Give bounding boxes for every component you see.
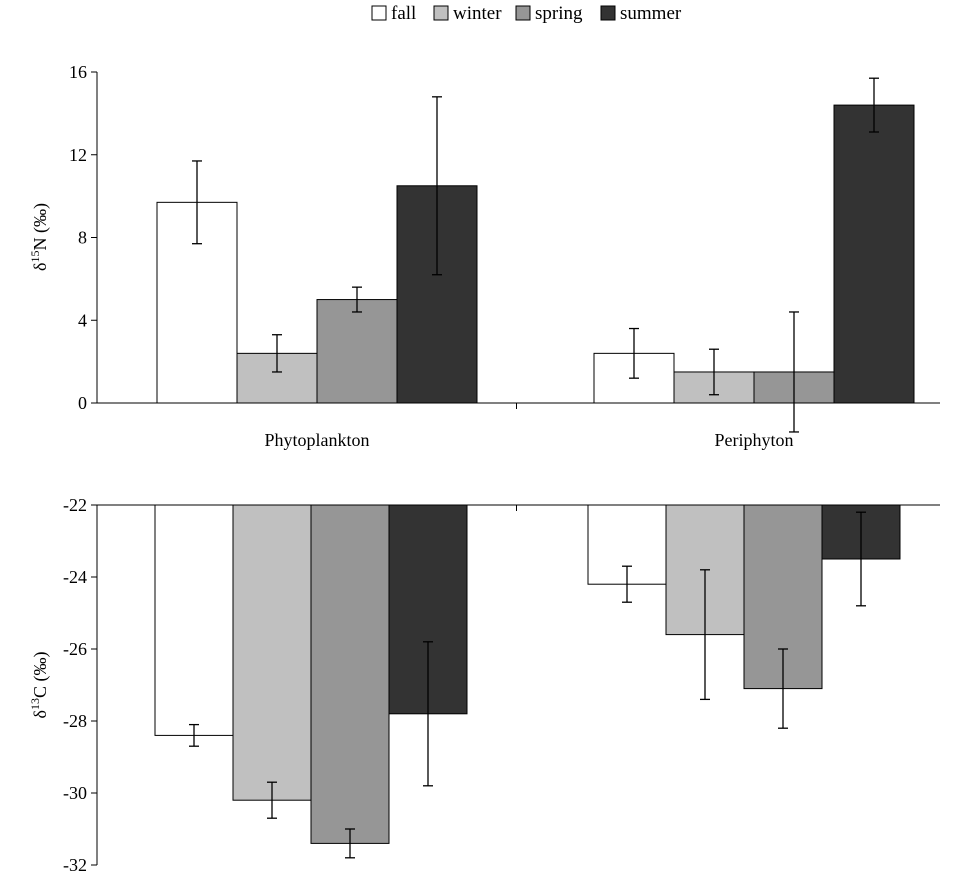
y-tick-label: -32 [63,855,87,875]
bar-fall-phytoplankton [154,504,234,736]
chart-panel-1: 0 4 8 12 16 Phytoplankton Periphyton δ15N (‰) [28,62,940,450]
legend-swatch-spring [515,5,531,21]
legend-label-winter: winter [453,3,502,24]
y-tick-label: -30 [63,783,87,803]
y-tick-label: 12 [69,145,87,165]
category-label: Phytoplankton [264,430,369,450]
y-tick-label: -24 [63,567,87,587]
y-tick-label: 0 [78,393,87,413]
y-axis-title: δ15N (‰) [28,203,51,271]
y-tick-label: 4 [78,310,87,330]
y-tick-label: -28 [63,711,87,731]
legend-swatch-winter [433,5,449,21]
legend-swatch-fall [371,5,387,21]
y-tick-label: -22 [63,495,87,515]
legend: fall winter spring summer [371,3,682,24]
legend-swatch-summer [600,5,616,21]
bar-spring-phytoplankton [316,299,398,404]
legend-label-fall: fall [391,3,416,24]
legend-label-spring: spring [535,3,583,24]
bar-spring-phytoplankton [310,504,390,844]
category-label: Periphyton [715,430,794,450]
y-tick-label: 8 [78,228,87,248]
y-tick-label: 16 [69,62,87,82]
bar-winter-phytoplankton [232,504,312,801]
legend-label-summer: summer [620,3,682,24]
chart-panel-2: -32 -30 -28 -26 -24 -22 δ13C (‰) [28,495,940,875]
bar-summer-periphyton [833,104,915,404]
y-axis-title: δ13C (‰) [28,652,51,719]
y-tick-label: -26 [63,639,87,659]
